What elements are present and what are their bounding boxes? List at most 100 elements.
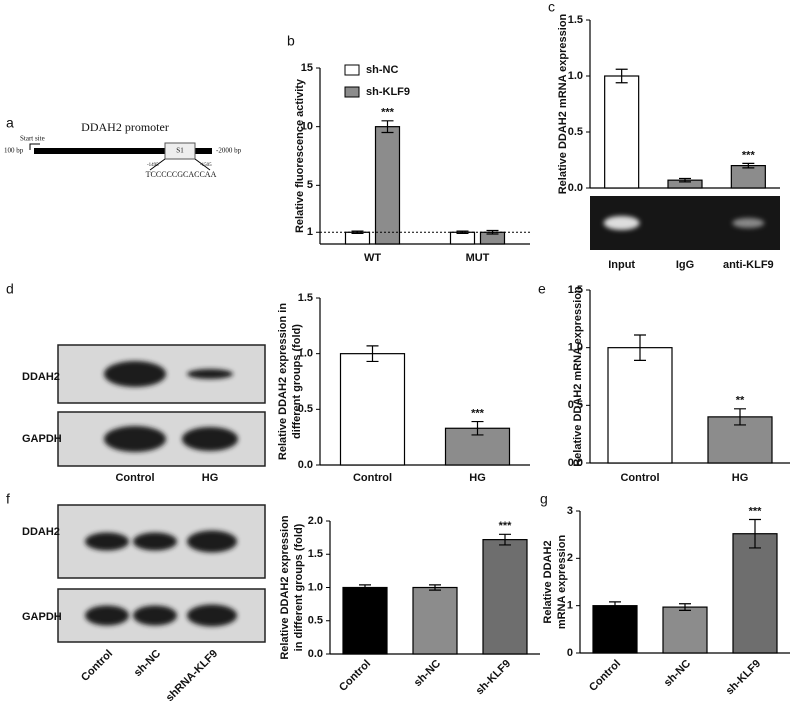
blot-row-label: DDAH2 [22, 371, 60, 383]
significance: *** [471, 407, 485, 419]
y-tick-label: 1.5 [568, 14, 583, 26]
x-tick-label: Control [337, 658, 373, 694]
blot-band [187, 604, 237, 627]
y-tick-label: 0.0 [568, 182, 583, 194]
gel-band [603, 216, 640, 230]
y-axis-label: Relative DDAH2 expression [279, 515, 291, 660]
x-tick-label: sh-KLF9 [724, 658, 764, 698]
bar [482, 539, 528, 655]
y-tick-label: 3 [567, 505, 573, 517]
panel-label: g [540, 491, 548, 507]
y-tick-label: 0 [567, 647, 573, 659]
panel-label: a [6, 115, 14, 131]
blot-band [133, 532, 177, 551]
x-tick-label: anti-KLF9 [723, 259, 774, 271]
blot-band [85, 532, 129, 551]
panel-label: e [538, 281, 546, 297]
panel-label: d [6, 281, 14, 297]
blot-band [85, 605, 129, 626]
blot-lane-label: Control [115, 472, 154, 484]
x-tick-label: Input [608, 259, 635, 271]
blot-band [133, 605, 177, 626]
y-tick-label: 1.0 [298, 348, 313, 360]
x-tick-label: HG [469, 472, 486, 484]
blot-lane-label: HG [202, 472, 219, 484]
promoter-diagram: a DDAH2 promoter Start site 100 bp S1 -2… [4, 115, 242, 179]
blot-row-label: GAPDH [22, 433, 62, 445]
x-tick-label: sh-KLF9 [474, 658, 514, 698]
bar [339, 353, 406, 466]
significance: *** [381, 107, 395, 119]
x-tick-label: Control [620, 472, 659, 484]
legend-label: sh-NC [366, 64, 398, 76]
error-bar [634, 334, 646, 361]
y-axis-label: Relative DDAH2 mRNA expression [572, 286, 584, 467]
y-tick-label: 1.5 [568, 284, 583, 296]
error-bar [366, 345, 379, 363]
panel-label: b [287, 33, 295, 49]
blot-row-label: GAPDH [22, 611, 62, 623]
y-tick-label: 1.5 [308, 548, 323, 560]
x-tick-label: MUT [466, 252, 490, 264]
panel-label: c [548, 0, 555, 15]
promoter-line [34, 148, 212, 154]
blot-band [182, 427, 238, 451]
site-left: -1495 [147, 163, 159, 168]
error-bar [609, 601, 621, 611]
error-bar [456, 230, 469, 235]
panel-label: f [6, 491, 10, 507]
bar [730, 165, 766, 189]
y-tick-label: 0.0 [298, 459, 313, 471]
promoter-title: DDAH2 promoter [81, 120, 169, 134]
error-bar [615, 68, 628, 84]
y-tick-label: 0.5 [298, 403, 313, 415]
start-arrow [29, 143, 40, 150]
x-tick-label: Control [353, 472, 392, 484]
y-axis-label: Relative DDAH2 [542, 540, 554, 623]
site-label: S1 [176, 147, 184, 155]
y-tick-label: 0.5 [308, 615, 323, 627]
site-right: -1505 [200, 163, 212, 168]
y-tick-label: 0.5 [568, 399, 583, 411]
site-lines [149, 158, 211, 171]
bar [412, 586, 458, 655]
y-tick-label: 2 [567, 552, 573, 564]
sequence: TCCCCCGCACCAA [146, 170, 217, 179]
blot-lane-label: Control [79, 648, 115, 684]
left-label: 100 bp [4, 147, 24, 155]
bar [374, 126, 401, 245]
error-bar [359, 584, 371, 591]
error-bar [471, 420, 484, 436]
x-tick-label: IgG [676, 259, 694, 271]
y-axis-label: in different groups (fold) [293, 523, 305, 651]
significance: ** [736, 395, 745, 407]
error-bar [679, 603, 691, 611]
error-bar [429, 584, 441, 591]
right-label: -2000 bp [216, 147, 242, 155]
blot-lane-label: shRNA-KLF9 [164, 648, 220, 704]
significance: *** [499, 520, 513, 532]
y-axis-label: Relative DDAH2 expression in [277, 303, 289, 460]
error-bar [381, 120, 394, 134]
legend-swatch [344, 64, 360, 76]
start-label: Start site [20, 135, 45, 143]
y-tick-label: 0.5 [568, 126, 583, 138]
bar [592, 605, 638, 654]
y-tick-label: 2.0 [308, 515, 323, 527]
blot-band [187, 530, 237, 553]
significance: *** [749, 505, 763, 517]
error-bar [679, 177, 691, 183]
site-box [164, 142, 196, 160]
y-axis-label: different groups (fold) [291, 324, 303, 439]
bar [662, 606, 708, 654]
blot-band [104, 361, 166, 387]
y-axis-label: Relative fluorescence activity [294, 78, 306, 233]
y-tick-label: 1.0 [308, 581, 323, 593]
x-tick-label: HG [732, 472, 749, 484]
x-tick-label: WT [364, 252, 381, 264]
blot-row-label: DDAH2 [22, 526, 60, 538]
bar [604, 75, 640, 189]
y-tick-label: 0.0 [568, 457, 583, 469]
x-tick-label: Control [587, 658, 623, 694]
